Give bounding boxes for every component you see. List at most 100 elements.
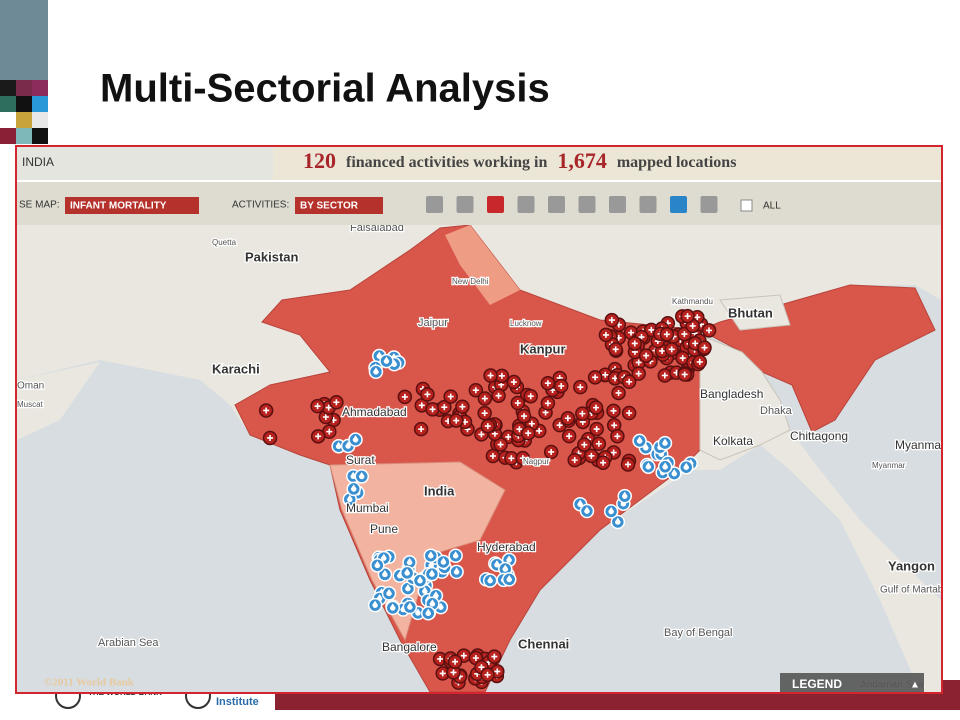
marker-icon — [325, 404, 332, 411]
marker-icon — [624, 461, 631, 468]
marker-icon — [452, 551, 459, 559]
marker-icon — [643, 352, 650, 359]
marker-icon — [335, 441, 342, 450]
legend-arrow: ▲ — [910, 680, 920, 691]
marker-icon — [548, 448, 555, 455]
dropdown[interactable] — [295, 197, 383, 214]
marker-icon — [494, 560, 500, 568]
marker-icon — [437, 655, 444, 662]
place-label: Muscat — [17, 400, 44, 409]
dropdown-value[interactable]: INFANT MORTALITY — [70, 201, 167, 212]
marker-icon — [528, 420, 535, 427]
marker-icon — [472, 387, 479, 394]
dropdown[interactable] — [65, 197, 199, 214]
marker-icon — [510, 379, 517, 386]
marker-icon — [696, 358, 703, 365]
marker-icon — [602, 371, 609, 378]
marker-icon — [626, 378, 633, 385]
marker-icon — [608, 506, 614, 515]
checkbox[interactable] — [740, 199, 753, 212]
legend-label[interactable]: LEGEND — [792, 677, 842, 691]
marker-icon — [684, 313, 691, 320]
marker-icon — [615, 517, 621, 525]
summary: 120 financed activities working in 1,674… — [303, 148, 736, 173]
marker-icon — [566, 433, 573, 440]
marker-icon — [579, 410, 586, 417]
place-label: Ahmadabad — [342, 405, 407, 419]
marker-icon — [536, 427, 543, 434]
place-label: Bhutan — [728, 305, 773, 320]
place-label: Surat — [346, 453, 375, 467]
dropdown-value[interactable]: BY SECTOR — [300, 201, 359, 212]
marker-icon — [263, 407, 270, 414]
marker-icon — [638, 334, 645, 341]
place-label: Mumbai — [346, 501, 389, 515]
toolbar-label: ACTIVITIES: — [232, 200, 289, 211]
marker-icon — [372, 600, 378, 608]
place-label: Quetta — [212, 238, 237, 247]
sector-button[interactable] — [548, 196, 565, 213]
marker-icon — [314, 403, 321, 410]
markers — [258, 308, 717, 690]
marker-icon — [544, 380, 551, 387]
sector-button[interactable] — [639, 196, 657, 213]
marker-icon — [564, 415, 571, 422]
sector-buttons — [426, 196, 718, 213]
marker-icon — [453, 567, 460, 575]
marker-icon — [439, 670, 446, 677]
logo-text: Institute — [216, 696, 259, 708]
marker-icon — [487, 576, 493, 584]
sector-button[interactable] — [517, 196, 535, 213]
place-label: Myanmar — [895, 438, 945, 452]
place-label: Bangladesh — [700, 387, 763, 401]
marker-icon — [478, 664, 485, 671]
checkbox-label: ALL — [763, 201, 781, 212]
place-label: Oman — [17, 381, 44, 392]
sector-button[interactable] — [456, 196, 474, 213]
marker-icon — [645, 462, 652, 470]
marker-icon — [453, 417, 460, 424]
marker-icon — [484, 423, 491, 430]
place-label: Bay of Bengal — [664, 627, 733, 639]
marker-icon — [527, 393, 534, 400]
marker-icon — [374, 560, 381, 569]
marker-icon — [626, 410, 633, 417]
sector-button[interactable] — [487, 196, 504, 213]
marker-icon — [438, 602, 444, 610]
sector-button[interactable] — [609, 196, 626, 213]
marker-icon — [322, 413, 329, 420]
marker-icon — [643, 443, 649, 451]
sector-button[interactable] — [426, 196, 443, 213]
marker-icon — [333, 399, 340, 406]
marker-icon — [662, 462, 668, 470]
marker-icon — [628, 329, 635, 336]
marker-icon — [497, 441, 504, 448]
place-label: Bangalore — [382, 640, 437, 654]
marker-icon — [404, 568, 410, 576]
marker-icon — [441, 404, 448, 411]
marker-icon — [424, 391, 431, 398]
marker-icon — [611, 422, 618, 429]
bangladesh — [699, 334, 791, 461]
marker-icon — [701, 344, 708, 351]
marker-icon — [681, 331, 688, 338]
marker-icon — [608, 317, 615, 324]
marker-icon — [525, 430, 532, 437]
marker-icon — [345, 441, 351, 449]
marker-icon — [489, 453, 496, 460]
marker-icon — [577, 499, 583, 508]
sector-button[interactable] — [578, 196, 596, 213]
marker-icon — [478, 431, 485, 438]
bhutan — [719, 294, 791, 331]
sector-button[interactable] — [700, 196, 718, 213]
marker-icon — [502, 564, 509, 572]
marker-icon — [689, 322, 696, 329]
color-squares — [0, 80, 48, 144]
sector-button[interactable] — [670, 196, 687, 213]
copyright: ©2011 World Bank — [44, 677, 135, 689]
marker-icon — [346, 494, 353, 503]
marker-icon — [683, 462, 690, 470]
marker-icon — [571, 457, 578, 464]
legend-button[interactable] — [780, 673, 924, 695]
